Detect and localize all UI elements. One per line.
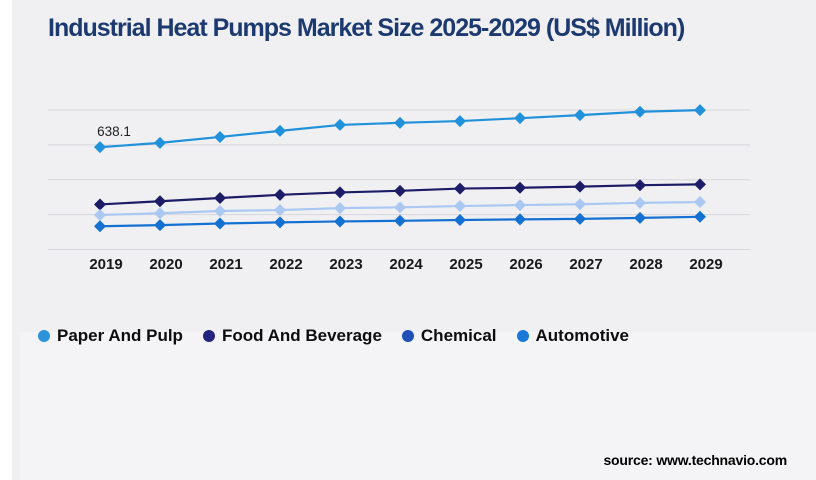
data-point-marker <box>634 105 646 118</box>
line-chart: 2019 2020 2021 2022 2023 2024 2025 2026 2027 2028… <box>48 104 750 273</box>
x-axis-label: 2028 <box>629 256 662 273</box>
legend-item-paper-and-pulp: Paper And Pulp <box>38 326 183 346</box>
data-point-marker <box>694 196 706 209</box>
data-point-marker <box>694 210 706 223</box>
data-point-marker <box>394 214 406 227</box>
data-point-marker <box>694 178 706 191</box>
x-axis-label: 2022 <box>269 256 302 273</box>
data-point-marker <box>274 124 286 137</box>
data-point-marker <box>394 184 406 197</box>
data-point-marker <box>274 188 286 201</box>
data-point-marker <box>154 136 166 149</box>
data-point-marker <box>394 116 406 129</box>
source-attribution: source: www.technavio.com <box>603 452 787 468</box>
data-point-marker <box>214 192 226 205</box>
data-point-marker <box>514 181 526 194</box>
data-point-marker <box>154 195 166 208</box>
data-point-marker <box>334 186 346 199</box>
x-axis-label: 2026 <box>509 256 542 273</box>
food-and-beverage-dot-icon <box>202 330 215 342</box>
x-axis-label: 2024 <box>389 256 423 273</box>
data-point-marker <box>334 215 346 228</box>
data-point-marker <box>514 213 526 226</box>
data-point-marker <box>574 109 586 122</box>
chart-title: Industrial Heat Pumps Market Size 2025-2… <box>48 14 685 42</box>
legend-item-food-and-beverage: Food And Beverage <box>202 326 382 346</box>
automotive-dot-icon <box>516 330 529 342</box>
x-axis-label: 2029 <box>689 256 722 273</box>
data-point-marker <box>214 217 226 230</box>
data-point-marker <box>574 180 586 193</box>
data-point-marker <box>334 118 346 131</box>
data-point-marker <box>154 207 166 220</box>
data-point-marker <box>694 104 706 117</box>
x-axis-label: 2023 <box>329 256 362 273</box>
legend-label: Paper And Pulp <box>57 326 183 345</box>
x-axis-label: 2019 <box>89 256 122 273</box>
legend-item-chemical: Chemical <box>401 326 497 346</box>
data-point-marker <box>454 182 466 195</box>
data-point-marker <box>274 216 286 229</box>
chemical-dot-icon <box>401 330 414 342</box>
data-point-marker <box>94 141 106 154</box>
data-point-marker <box>634 179 646 192</box>
paper-and-pulp-dot-icon <box>38 330 50 342</box>
data-point-marker <box>154 219 166 232</box>
data-point-marker <box>634 211 646 224</box>
data-point-marker <box>334 202 346 215</box>
data-point-marker <box>454 200 466 213</box>
legend-label: Food And Beverage <box>221 326 382 345</box>
lower-panel-background <box>20 332 816 480</box>
data-point-marker <box>574 198 586 211</box>
data-point-marker <box>94 198 106 211</box>
data-point-marker <box>454 213 466 226</box>
x-axis-label: 2027 <box>569 256 602 273</box>
x-axis-label: 2021 <box>209 256 242 273</box>
legend-item-automotive: Automotive <box>516 326 630 346</box>
data-point-marker <box>94 209 106 222</box>
x-axis-label: 2025 <box>449 256 482 273</box>
data-point-marker <box>94 220 106 233</box>
data-point-marker <box>394 201 406 214</box>
legend-label: Automotive <box>535 326 630 345</box>
data-point-marker <box>574 212 586 225</box>
data-point-marker <box>454 115 466 128</box>
data-point-marker <box>214 205 226 218</box>
data-point-marker <box>214 130 226 143</box>
x-axis-label: 2020 <box>149 256 182 273</box>
data-point-marker <box>514 112 526 125</box>
data-point-marker <box>274 204 286 217</box>
chart-legend: Paper And Pulp Food And Beverage Chemica… <box>38 326 629 346</box>
data-point-marker <box>634 196 646 209</box>
data-point-marker <box>514 199 526 212</box>
legend-label: Chemical <box>420 326 497 345</box>
data-label: 638.1 <box>97 124 131 139</box>
